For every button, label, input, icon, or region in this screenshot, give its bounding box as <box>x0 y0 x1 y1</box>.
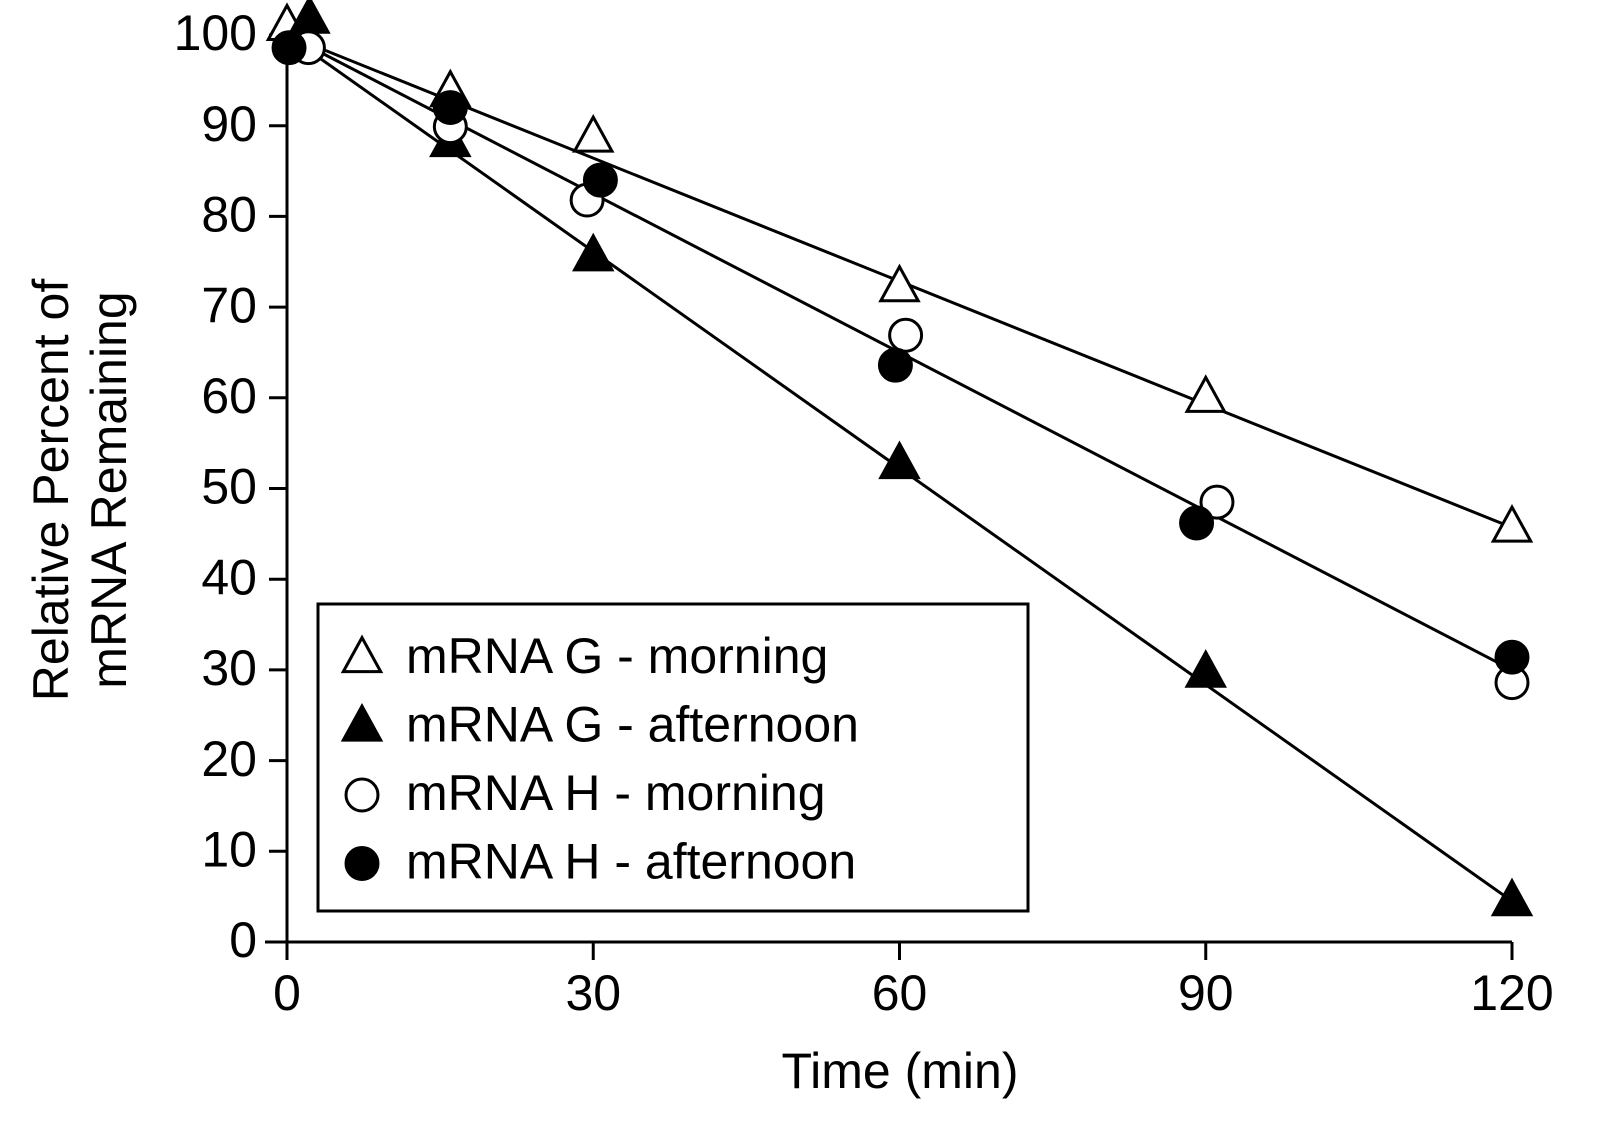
marker <box>1490 503 1534 543</box>
y-axis-label: mRNA Remaining <box>81 291 137 688</box>
y-axis-label: Relative Percent of <box>23 279 79 702</box>
legend-label: mRNA G - afternoon <box>406 697 859 753</box>
legend-label: mRNA G - morning <box>406 628 828 684</box>
y-tick-label: 30 <box>201 640 257 696</box>
marker <box>271 30 307 66</box>
marker <box>572 232 615 272</box>
marker <box>1494 639 1530 675</box>
x-tick-label: 90 <box>1178 965 1234 1021</box>
y-tick-label: 40 <box>201 549 257 605</box>
marker <box>878 263 921 303</box>
marker <box>888 317 924 353</box>
y-tick-label: 0 <box>229 912 257 968</box>
x-tick-label: 60 <box>872 965 928 1021</box>
legend-marker <box>344 777 380 813</box>
y-tick-label: 50 <box>201 459 257 515</box>
marker <box>582 162 618 198</box>
y-tick-label: 20 <box>201 731 257 787</box>
marker <box>1199 484 1235 520</box>
marker <box>1179 505 1215 541</box>
y-tick-label: 70 <box>201 277 257 333</box>
marker <box>877 347 913 383</box>
legend-marker <box>340 634 384 674</box>
y-tick-label: 80 <box>201 187 257 243</box>
x-axis-label: Time (min) <box>781 1043 1018 1099</box>
marker <box>1184 649 1227 688</box>
y-tick-label: 90 <box>201 96 257 152</box>
y-tick-label: 100 <box>174 5 257 61</box>
legend-box <box>316 602 1030 913</box>
legend-label: mRNA H - afternoon <box>406 834 856 890</box>
legend-marker <box>340 702 384 742</box>
marker <box>572 113 615 153</box>
x-tick-label: 30 <box>565 965 621 1021</box>
legend-label: mRNA H - morning <box>406 765 826 821</box>
y-tick-label: 60 <box>201 368 257 424</box>
marker <box>432 90 468 126</box>
y-tick-label: 10 <box>201 822 257 878</box>
x-tick-label: 120 <box>1470 965 1553 1021</box>
x-tick-label: 0 <box>273 965 301 1021</box>
marker <box>288 0 331 34</box>
legend-marker <box>344 846 380 881</box>
marker <box>1490 877 1534 917</box>
marker <box>1184 374 1227 413</box>
marker <box>878 440 921 480</box>
